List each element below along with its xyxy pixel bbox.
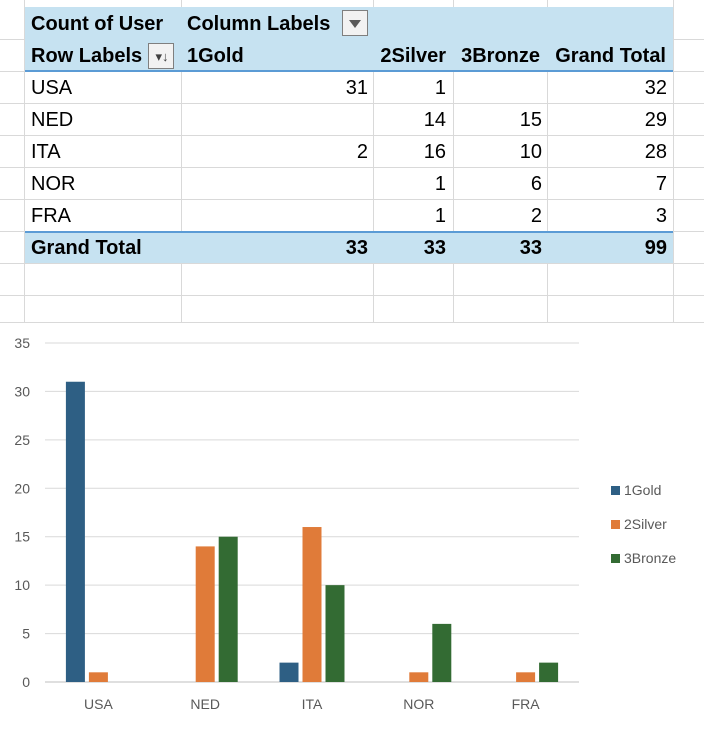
y-tick-label: 30 xyxy=(14,383,30,399)
cell-grand-total[interactable]: 7 xyxy=(655,173,667,195)
y-tick-label: 5 xyxy=(22,626,30,642)
grid-line xyxy=(0,322,704,323)
legend-label[interactable]: 3Bronze xyxy=(624,550,676,566)
column-header-silver[interactable]: 2Silver xyxy=(380,45,446,67)
cell-grand-total[interactable]: 3 xyxy=(655,205,667,227)
bar-3bronze-ned[interactable] xyxy=(218,536,238,682)
bar-1gold-ita[interactable] xyxy=(279,662,299,682)
grid-line xyxy=(373,0,374,323)
legend-swatch[interactable] xyxy=(611,520,620,529)
x-tick-label: NOR xyxy=(403,696,434,712)
cell-gold[interactable]: 2 xyxy=(356,141,368,163)
grid-line xyxy=(0,103,704,104)
row-labels-header[interactable]: Row Labels xyxy=(31,45,143,67)
grand-total-gold[interactable]: 33 xyxy=(345,237,368,259)
header-rule xyxy=(25,70,673,72)
grand-total-label[interactable]: Grand Total xyxy=(31,237,142,259)
column-header-bronze[interactable]: 3Bronze xyxy=(461,45,540,67)
pivot-total-band xyxy=(25,232,673,263)
total-rule xyxy=(25,231,673,233)
grid-line xyxy=(0,295,704,296)
column-header-gold[interactable]: 1Gold xyxy=(187,45,244,67)
bar-3bronze-nor[interactable] xyxy=(432,623,452,682)
cell-bronze[interactable]: 10 xyxy=(519,141,542,163)
pivot-table-sheet: Count of User Column Labels Row Labels ▾… xyxy=(0,0,704,323)
bar-2silver-nor[interactable] xyxy=(409,672,429,682)
bar-2silver-ned[interactable] xyxy=(195,546,215,682)
bar-2silver-ita[interactable] xyxy=(302,527,322,682)
cell-silver[interactable]: 1 xyxy=(434,77,446,99)
grid-line xyxy=(0,199,704,200)
bar-3bronze-ita[interactable] xyxy=(325,585,345,682)
y-tick-label: 0 xyxy=(22,674,30,690)
y-tick-label: 10 xyxy=(14,577,30,593)
legend-label[interactable]: 1Gold xyxy=(624,482,661,498)
bar-1gold-usa[interactable] xyxy=(65,381,85,682)
bar-chart[interactable]: 0 5 10 15 20 25 30 35 USA NED ITA NOR FRA 1Gold 2Silve… xyxy=(0,323,704,728)
column-labels-header[interactable]: Column Labels xyxy=(187,13,331,35)
column-header-grand-total[interactable]: Grand Total xyxy=(555,45,666,67)
chevron-down-icon xyxy=(349,20,361,28)
legend-swatch[interactable] xyxy=(611,486,620,495)
cell-gold[interactable]: 31 xyxy=(345,77,368,99)
x-tick-label: USA xyxy=(84,696,113,712)
value-field-label[interactable]: Count of User xyxy=(31,13,164,35)
grid-line xyxy=(0,135,704,136)
cell-gold[interactable] xyxy=(181,200,368,232)
sort-filter-icon: ▾↓ xyxy=(155,49,169,64)
bar-2silver-usa[interactable] xyxy=(88,672,108,682)
cell-bronze[interactable] xyxy=(453,72,542,104)
row-label[interactable]: NOR xyxy=(31,173,76,195)
cell-bronze[interactable]: 6 xyxy=(530,173,542,195)
x-tick-label: FRA xyxy=(512,696,541,712)
cell-silver[interactable]: 14 xyxy=(423,109,446,131)
row-label[interactable]: NED xyxy=(31,109,74,131)
grid-line xyxy=(0,167,704,168)
cell-grand-total[interactable]: 29 xyxy=(644,109,667,131)
grid-line xyxy=(0,263,704,264)
cell-grand-total[interactable]: 32 xyxy=(644,77,667,99)
y-tick-label: 35 xyxy=(14,335,30,351)
y-tick-label: 20 xyxy=(14,480,30,496)
row-label[interactable]: USA xyxy=(31,77,73,99)
row-label[interactable]: ITA xyxy=(31,141,61,163)
cell-gold[interactable] xyxy=(181,104,368,136)
y-tick-label: 15 xyxy=(14,529,30,545)
cell-grand-total[interactable]: 28 xyxy=(644,141,667,163)
grid-line xyxy=(547,0,548,323)
grid-line xyxy=(453,0,454,323)
grand-total-overall[interactable]: 99 xyxy=(644,237,667,259)
bar-2silver-fra[interactable] xyxy=(516,672,536,682)
grand-total-silver[interactable]: 33 xyxy=(423,237,446,259)
cell-bronze[interactable]: 2 xyxy=(530,205,542,227)
grid-line xyxy=(673,0,674,323)
cell-silver[interactable]: 1 xyxy=(434,205,446,227)
bar-3bronze-fra[interactable] xyxy=(539,662,559,682)
cell-silver[interactable]: 1 xyxy=(434,173,446,195)
medal-chart[interactable]: 0 5 10 15 20 25 30 35 USA NED ITA NOR FRA 1Gold 2Silve… xyxy=(0,323,704,728)
grid-line xyxy=(24,0,25,323)
row-sort-filter-button[interactable]: ▾↓ xyxy=(148,43,174,69)
legend-swatch[interactable] xyxy=(611,554,620,563)
x-tick-label: NED xyxy=(190,696,220,712)
cell-silver[interactable]: 16 xyxy=(423,141,446,163)
grid-line xyxy=(181,0,182,323)
y-tick-label: 25 xyxy=(14,432,30,448)
cell-bronze[interactable]: 15 xyxy=(519,109,542,131)
cell-gold[interactable] xyxy=(181,168,368,200)
grand-total-bronze[interactable]: 33 xyxy=(519,237,542,259)
column-filter-button[interactable] xyxy=(342,10,368,36)
legend-label[interactable]: 2Silver xyxy=(624,516,667,532)
row-label[interactable]: FRA xyxy=(31,205,71,227)
x-tick-label: ITA xyxy=(302,696,323,712)
